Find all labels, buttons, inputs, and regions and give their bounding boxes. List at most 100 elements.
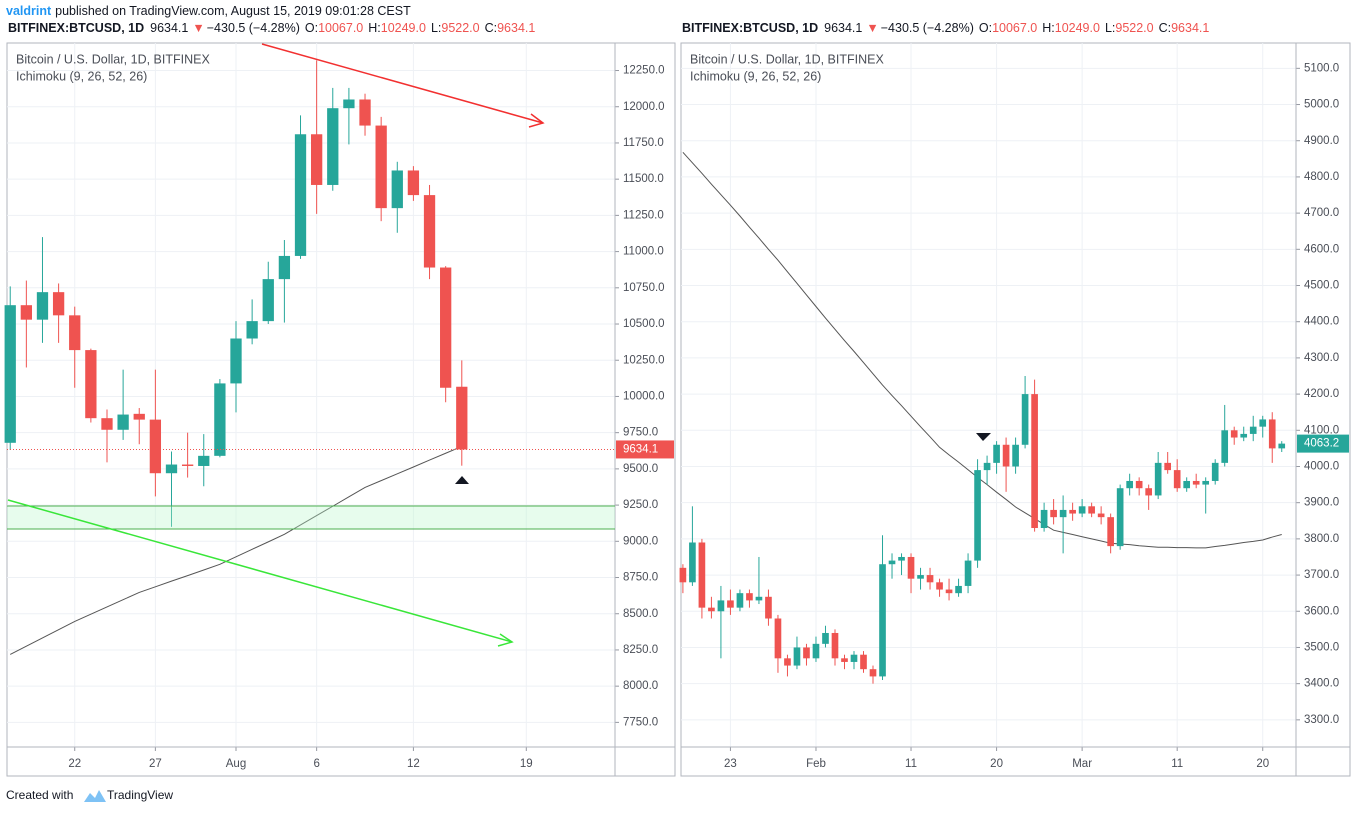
last-value: 9634.1	[824, 21, 862, 35]
x-tick-label: Aug	[226, 758, 246, 770]
x-tick-label: 20	[990, 758, 1003, 770]
y-tick-label: 9500.0	[623, 463, 658, 475]
candle-body	[907, 556, 915, 579]
y-tick-label: 11500.0	[623, 173, 664, 185]
candle-body	[679, 567, 687, 583]
candle-body	[841, 658, 848, 662]
publish-line: valdrint published on TradingView.com, Au…	[6, 4, 411, 18]
candle-body	[133, 413, 145, 420]
candle-body	[869, 669, 877, 677]
ohlc-label: L:	[431, 21, 441, 35]
candle-body	[955, 585, 962, 594]
candle-body	[746, 593, 753, 601]
y-tick-label: 11750.0	[623, 137, 664, 149]
ohlc-label: O:	[979, 21, 992, 35]
candle-body	[1116, 488, 1124, 547]
y-tick-label: 3300.0	[1304, 714, 1339, 726]
candle-body	[85, 350, 97, 419]
y-tick-label: 12250.0	[623, 65, 665, 77]
candle-body	[926, 575, 934, 583]
candle-body	[214, 383, 226, 456]
candle-body	[246, 321, 258, 339]
ohlc-label: L:	[1105, 21, 1115, 35]
charts: BITFINEX:BTCUSD, 1D 9634.1 ▼ −430.5 (−4.28%…	[4, 21, 1351, 777]
candle-body	[1192, 480, 1200, 485]
candle-body	[993, 444, 1000, 463]
candle-body	[936, 582, 943, 590]
candle-body	[708, 607, 715, 612]
arrow-head-green	[497, 633, 514, 647]
brand-logo	[84, 790, 106, 802]
marker-down	[976, 433, 991, 441]
candle-body	[1059, 509, 1067, 518]
candle-body	[1031, 394, 1038, 529]
candle-body	[1173, 470, 1181, 489]
candle-body	[1230, 430, 1238, 438]
price-label-box	[616, 440, 674, 459]
candle-body	[69, 315, 81, 351]
candle-body	[898, 556, 905, 561]
ohlc-label: H:	[1042, 21, 1055, 35]
change-arrow: ▼	[192, 21, 204, 35]
candle-body	[294, 134, 307, 256]
y-tick-label: 8500.0	[623, 608, 658, 620]
symbol: BITFINEX:BTCUSD, 1D	[8, 21, 144, 35]
candle-body	[945, 589, 953, 594]
candle-body	[1078, 506, 1086, 514]
candle-body	[1135, 480, 1143, 489]
symbol-header: BITFINEX:BTCUSD, 1D 9634.1 ▼ −430.5 (−4.28%…	[682, 21, 1209, 35]
y-tick-label: 4400.0	[1304, 316, 1339, 328]
y-tick-label: 9000.0	[623, 535, 658, 547]
candle-body	[860, 654, 867, 670]
footer-created: Created with	[6, 788, 73, 802]
y-tick-label: 4100.0	[1304, 424, 1339, 436]
trend-line-green	[7, 499, 513, 643]
x-tick-label: Feb	[806, 758, 826, 770]
candle-body	[822, 632, 829, 644]
candle-body	[1107, 517, 1114, 547]
candle-body	[1202, 480, 1210, 485]
candle-body	[1050, 509, 1057, 518]
candle-body	[765, 596, 772, 619]
candle-body	[1240, 433, 1248, 438]
x-tick-label: 23	[724, 758, 737, 770]
arrow-head-red	[528, 113, 545, 128]
candle-body	[1021, 394, 1029, 445]
y-tick-label: 4500.0	[1304, 280, 1339, 292]
y-tick-label: 4000.0	[1304, 461, 1339, 473]
candle-body	[198, 455, 210, 466]
y-tick-label: 9250.0	[623, 499, 658, 511]
footer-brand[interactable]: TradingView	[107, 788, 173, 802]
candle-body	[311, 134, 323, 185]
candle-body	[1211, 462, 1219, 481]
y-tick-label: 7750.0	[623, 716, 658, 728]
candle-body	[456, 386, 468, 450]
x-tick-label: 22	[68, 758, 81, 770]
candle-body	[278, 255, 291, 280]
marker-up	[455, 476, 469, 484]
change: −430.5 (−4.28%)	[881, 21, 974, 35]
y-tick-label: 5100.0	[1304, 62, 1339, 74]
candle-body	[1249, 426, 1257, 434]
candle-body	[879, 564, 886, 677]
ohlc-value: 9634.1	[1171, 21, 1209, 35]
author[interactable]: valdrint	[6, 4, 52, 18]
chart-frame	[680, 42, 1351, 777]
y-tick-label: 4300.0	[1304, 352, 1339, 364]
candle-body	[850, 654, 858, 662]
candle-body	[20, 305, 32, 320]
candle-body	[230, 338, 242, 384]
y-tick-label: 3800.0	[1304, 533, 1339, 545]
y-tick-label: 5000.0	[1304, 99, 1339, 111]
candle-body	[36, 292, 49, 320]
symbol-header: BITFINEX:BTCUSD, 1D 9634.1 ▼ −430.5 (−4.28%…	[8, 21, 535, 35]
candle-body	[1221, 430, 1229, 463]
published-info: published on TradingView.com, August 15,…	[55, 4, 411, 18]
candle-body	[407, 170, 420, 196]
candle-body	[391, 170, 403, 209]
y-tick-label: 3600.0	[1304, 605, 1339, 617]
candle-body	[774, 618, 782, 659]
indicator-line	[9, 445, 462, 655]
indicator-legend: Ichimoku (9, 26, 52, 26)	[690, 69, 821, 83]
